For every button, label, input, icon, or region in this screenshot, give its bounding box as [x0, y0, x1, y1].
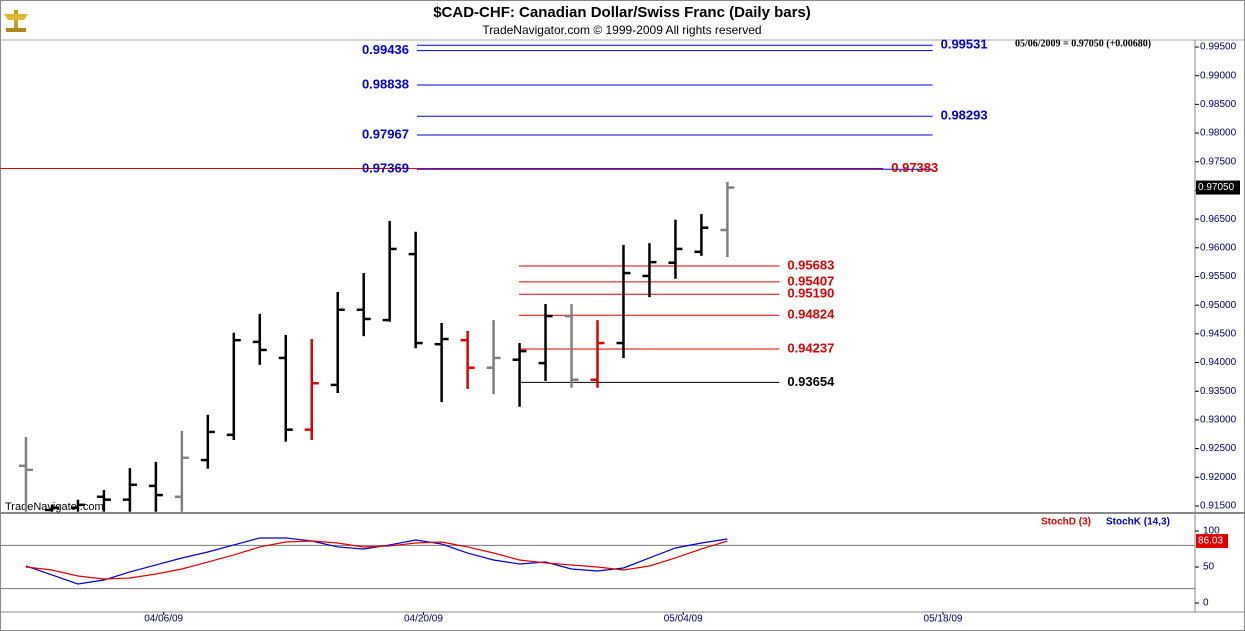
last-value-box — [1196, 534, 1228, 549]
y-tick-label: 0.99500 — [1200, 42, 1237, 53]
level-label: 0.99531 — [941, 37, 988, 52]
y-tick-label: 0.98000 — [1200, 128, 1237, 139]
y-tick-label: 0.94000 — [1200, 357, 1237, 368]
legend-entry: StochK (14,3) — [1106, 517, 1170, 528]
level-label: 0.98838 — [362, 76, 409, 91]
y-tick-label: 0.96000 — [1200, 242, 1237, 253]
chart-subtitle: TradeNavigator.com © 1999-2009 All right… — [482, 23, 761, 37]
y-tick-label: 50 — [1203, 562, 1215, 573]
y-tick-label: 0.92500 — [1200, 443, 1237, 454]
legend-entry: StochD (3) — [1041, 517, 1091, 528]
level-label: 0.95190 — [787, 286, 834, 301]
level-label: 0.94237 — [787, 340, 834, 355]
level-label: 0.94824 — [787, 307, 835, 322]
level-label: 0.97383 — [891, 160, 938, 175]
x-tick-label: 04/20/09 — [404, 614, 443, 625]
y-tick-label: 0.98500 — [1200, 99, 1237, 110]
chart-title: $CAD-CHF: Canadian Dollar/Swiss Franc (D… — [433, 4, 811, 21]
level-label: 0.97967 — [362, 126, 409, 141]
quote: 05/06/2009 = 0.97050 (+0.00680) — [1015, 38, 1151, 49]
level-label: 0.93654 — [787, 374, 835, 389]
y-tick-label: 0.96500 — [1200, 214, 1237, 225]
stoch-line — [25, 540, 728, 580]
y-tick-label: 0.95000 — [1200, 300, 1237, 311]
level-label: 0.97369 — [362, 161, 409, 176]
level-label: 0.95683 — [787, 257, 834, 272]
y-tick-label: 0.95500 — [1200, 271, 1237, 282]
y-tick-label: 0.92000 — [1200, 472, 1237, 483]
y-tick-label: 0.99000 — [1200, 70, 1237, 81]
y-tick-label: 0.93500 — [1200, 386, 1237, 397]
level-label: 0.98293 — [941, 108, 988, 123]
x-tick-label: 04/06/09 — [144, 614, 183, 625]
level-label: 0.95407 — [787, 273, 834, 288]
last-price-box — [1196, 180, 1240, 195]
y-tick-label: 0.91500 — [1200, 501, 1237, 512]
y-tick-label: 100 — [1203, 526, 1220, 537]
level-label: 0.99436 — [362, 42, 409, 57]
y-tick-label: 0.94500 — [1200, 329, 1237, 340]
last-price-label: 0.97050 — [1198, 182, 1235, 193]
x-tick-label: 05/04/09 — [664, 614, 703, 625]
x-tick-label: 05/18/09 — [924, 614, 963, 625]
y-tick-label: 0.93000 — [1200, 415, 1237, 426]
y-tick-label: 0.97500 — [1200, 156, 1237, 167]
logo-icon — [4, 10, 28, 32]
last-value-label: 86.03 — [1198, 536, 1223, 547]
y-tick-label: 0 — [1203, 598, 1209, 609]
